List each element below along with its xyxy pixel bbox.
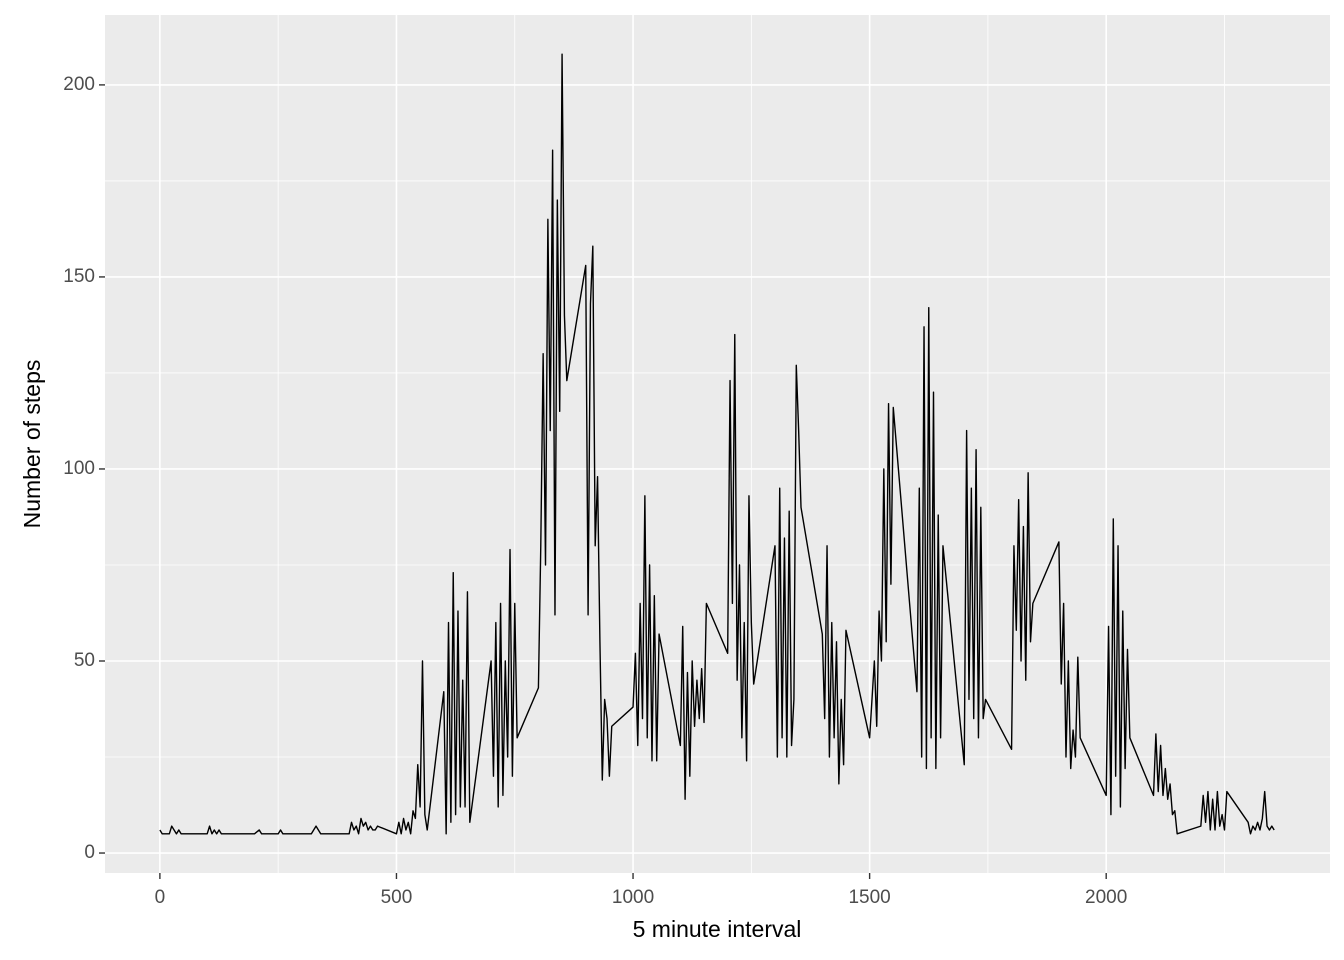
x-tick-label: 0 bbox=[155, 887, 166, 908]
y-tick-label: 150 bbox=[63, 266, 95, 287]
y-tick-label: 200 bbox=[63, 74, 95, 95]
x-axis-title: 5 minute interval bbox=[633, 916, 802, 942]
x-tick-label: 1000 bbox=[612, 887, 654, 908]
y-axis-title: Number of steps bbox=[19, 360, 45, 529]
plot-panel bbox=[105, 15, 1330, 873]
y-tick-label: 100 bbox=[63, 458, 95, 479]
y-tick-label: 0 bbox=[84, 842, 95, 863]
x-tick-label: 1500 bbox=[848, 887, 890, 908]
x-tick-label: 2000 bbox=[1085, 887, 1127, 908]
data-line bbox=[159, 53, 1275, 835]
x-tick-label: 500 bbox=[381, 887, 413, 908]
y-tick-label: 50 bbox=[74, 650, 95, 671]
